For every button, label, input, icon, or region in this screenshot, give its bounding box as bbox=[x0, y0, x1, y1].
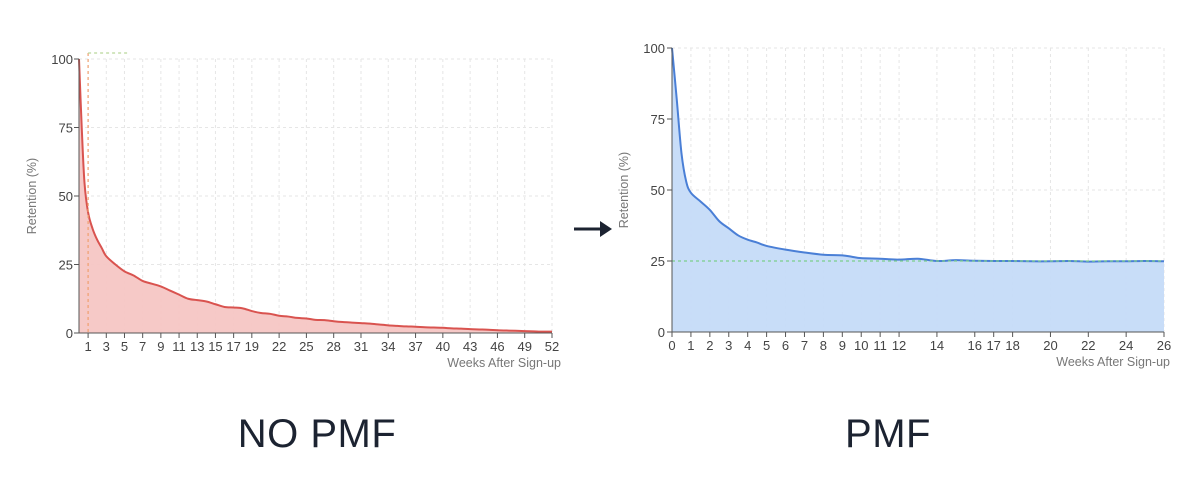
x-tick-label: 43 bbox=[463, 339, 477, 354]
y-tick-label: 100 bbox=[643, 41, 665, 56]
y-tick-label: 100 bbox=[51, 52, 73, 67]
x-axis-title: Weeks After Sign-up bbox=[447, 356, 561, 370]
x-tick-label: 5 bbox=[763, 338, 770, 353]
x-tick-label: 0 bbox=[668, 338, 675, 353]
retention-area bbox=[79, 59, 552, 333]
x-tick-label: 5 bbox=[121, 339, 128, 354]
x-tick-label: 14 bbox=[930, 338, 944, 353]
x-tick-label: 19 bbox=[245, 339, 259, 354]
x-tick-label: 46 bbox=[490, 339, 504, 354]
x-tick-label: 26 bbox=[1157, 338, 1171, 353]
x-tick-label: 8 bbox=[820, 338, 827, 353]
x-tick-label: 3 bbox=[103, 339, 110, 354]
x-tick-label: 2 bbox=[706, 338, 713, 353]
y-tick-label: 0 bbox=[66, 326, 73, 341]
x-tick-label: 22 bbox=[1081, 338, 1095, 353]
x-tick-label: 34 bbox=[381, 339, 395, 354]
y-tick-label: 75 bbox=[651, 112, 665, 127]
retention-line bbox=[671, 47, 1165, 263]
chart-caption-no-pmf: NO PMF bbox=[237, 412, 397, 456]
x-tick-label: 3 bbox=[725, 338, 732, 353]
x-tick-label: 12 bbox=[892, 338, 906, 353]
x-tick-label: 6 bbox=[782, 338, 789, 353]
x-tick-label: 15 bbox=[208, 339, 222, 354]
transition-arrow bbox=[574, 221, 612, 237]
x-tick-label: 10 bbox=[854, 338, 868, 353]
y-tick-label: 50 bbox=[59, 189, 73, 204]
x-tick-label: 37 bbox=[408, 339, 422, 354]
x-tick-label: 7 bbox=[801, 338, 808, 353]
x-tick-label: 25 bbox=[299, 339, 313, 354]
x-tick-label: 40 bbox=[436, 339, 450, 354]
y-tick-label: 75 bbox=[59, 121, 73, 136]
x-tick-label: 11 bbox=[873, 338, 887, 353]
y-axis-title: Retention (%) bbox=[617, 152, 631, 228]
retention-line bbox=[78, 58, 553, 333]
x-tick-label: 52 bbox=[545, 339, 559, 354]
x-tick-label: 31 bbox=[354, 339, 368, 354]
x-tick-label: 1 bbox=[687, 338, 694, 353]
x-tick-label: 17 bbox=[986, 338, 1000, 353]
x-tick-label: 7 bbox=[139, 339, 146, 354]
x-tick-label: 11 bbox=[172, 339, 186, 354]
x-tick-label: 17 bbox=[226, 339, 240, 354]
y-tick-label: 25 bbox=[59, 258, 73, 273]
x-tick-label: 18 bbox=[1005, 338, 1019, 353]
y-axis-title: Retention (%) bbox=[25, 158, 39, 234]
chart-caption-pmf: PMF bbox=[845, 412, 931, 456]
y-tick-label: 0 bbox=[658, 325, 665, 340]
x-tick-label: 9 bbox=[157, 339, 164, 354]
x-tick-label: 4 bbox=[744, 338, 751, 353]
x-axis-title: Weeks After Sign-up bbox=[1056, 355, 1170, 369]
y-tick-label: 25 bbox=[651, 254, 665, 269]
x-tick-label: 13 bbox=[190, 339, 204, 354]
x-tick-label: 22 bbox=[272, 339, 286, 354]
y-tick-label: 50 bbox=[651, 183, 665, 198]
x-tick-label: 9 bbox=[839, 338, 846, 353]
x-tick-label: 24 bbox=[1119, 338, 1133, 353]
x-tick-label: 49 bbox=[517, 339, 531, 354]
x-tick-label: 16 bbox=[968, 338, 982, 353]
x-tick-label: 28 bbox=[326, 339, 340, 354]
x-tick-label: 1 bbox=[84, 339, 91, 354]
x-tick-label: 20 bbox=[1043, 338, 1057, 353]
